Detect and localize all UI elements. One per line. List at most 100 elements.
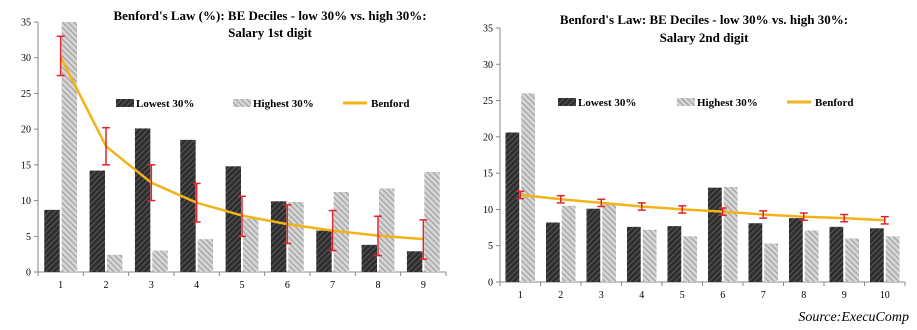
bar-lowest-30 bbox=[225, 166, 241, 272]
legend-swatch-lowest bbox=[116, 99, 134, 107]
chart-salary-2nd-digit: 0 5 10 15 20 25 30 35 1 2 3 4 5 6 7 8 9 10 Benford's Law: … bbox=[483, 12, 906, 301]
bar-lowest-30 bbox=[505, 132, 520, 282]
error-bar bbox=[102, 126, 110, 166]
bar-highest-30 bbox=[243, 218, 259, 272]
bar-lowest-30 bbox=[180, 139, 196, 272]
bar-lowest-30 bbox=[707, 187, 722, 282]
error-bar bbox=[283, 204, 292, 245]
x-tick-label: 8 bbox=[376, 280, 381, 291]
x-tick-label: 2 bbox=[558, 290, 563, 301]
legend-item: Highest 30% bbox=[677, 97, 758, 109]
error-bar bbox=[880, 215, 889, 225]
x-tick-label: 6 bbox=[720, 290, 725, 301]
x-tick-label: 7 bbox=[330, 280, 335, 291]
legend: Lowest 30% Highest 30% Benford bbox=[116, 98, 410, 110]
bar-lowest-30 bbox=[586, 208, 601, 282]
bar-lowest-30 bbox=[361, 244, 377, 272]
chart-title-line: Salary 1st digit bbox=[228, 25, 312, 40]
bar-highest-30 bbox=[288, 202, 304, 272]
y-tick-label: 20 bbox=[21, 125, 31, 136]
x-tick-label: 1 bbox=[58, 280, 63, 291]
bar-highest-30 bbox=[424, 172, 440, 272]
error-bar bbox=[238, 195, 246, 238]
x-tick-label: 2 bbox=[104, 280, 109, 291]
error-bar bbox=[678, 205, 687, 214]
y-tick-label: 5 bbox=[26, 232, 31, 243]
error-bar bbox=[718, 207, 727, 216]
bar-lowest-30 bbox=[869, 228, 884, 282]
x-tick-label: 4 bbox=[194, 280, 199, 291]
error-bar bbox=[516, 190, 525, 200]
bar-highest-30 bbox=[683, 236, 698, 282]
error-bar bbox=[374, 215, 382, 257]
bar-lowest-30 bbox=[406, 251, 423, 272]
error-bar bbox=[192, 182, 201, 223]
y-tick-label: 5 bbox=[488, 241, 493, 252]
chart-salary-1st-digit: 0 5 10 15 20 25 30 35 1 2 3 4 5 6 7 8 9 Benford's Law (%)… bbox=[21, 8, 447, 291]
x-tick-label: 5 bbox=[680, 290, 685, 301]
legend-item: Highest 30% bbox=[233, 98, 314, 110]
bar-highest-30 bbox=[107, 254, 123, 272]
chart-title-line: Benford's Law: BE Deciles - low 30% vs. … bbox=[560, 12, 848, 27]
legend-label: Benford bbox=[815, 97, 854, 109]
chart-title-line: Benford's Law (%): BE Deciles - low 30% … bbox=[113, 8, 426, 23]
bar-lowest-30 bbox=[44, 209, 60, 272]
legend-label: Benford bbox=[371, 98, 410, 110]
bar-highest-30 bbox=[804, 230, 819, 282]
y-tick-label: 10 bbox=[21, 196, 31, 207]
bar-highest-30 bbox=[379, 188, 395, 272]
bar-highest-30 bbox=[764, 243, 779, 282]
y-tick-label: 10 bbox=[483, 205, 493, 216]
y-tick-label: 35 bbox=[483, 24, 493, 35]
y-tick-label: 0 bbox=[26, 268, 31, 279]
legend-label: Highest 30% bbox=[697, 97, 758, 109]
error-bar bbox=[840, 213, 849, 223]
legend-label: Lowest 30% bbox=[578, 97, 636, 109]
bar-highest-30 bbox=[521, 93, 536, 282]
legend-item: Benford bbox=[343, 98, 410, 110]
y-tick-label: 35 bbox=[21, 18, 31, 29]
error-bar bbox=[637, 202, 646, 211]
bar-lowest-30 bbox=[626, 226, 641, 282]
x-tick-label: 8 bbox=[801, 290, 806, 301]
bar-highest-30 bbox=[561, 205, 576, 282]
bar-highest-30 bbox=[845, 238, 860, 282]
benford-line bbox=[520, 193, 885, 222]
error-bar bbox=[759, 210, 768, 219]
bar-highest-30 bbox=[723, 186, 738, 282]
error-bar bbox=[56, 35, 65, 77]
bar-lowest-30 bbox=[788, 218, 803, 282]
y-tick-label: 15 bbox=[21, 160, 31, 171]
x-tick-label: 10 bbox=[880, 290, 890, 301]
bar-highest-30 bbox=[642, 229, 657, 282]
legend-swatch-highest bbox=[233, 99, 251, 107]
legend: Lowest 30% Highest 30% Benford bbox=[558, 97, 854, 109]
y-tick-label: 25 bbox=[21, 89, 31, 100]
y-tick-label: 30 bbox=[21, 53, 31, 64]
error-bar bbox=[147, 164, 156, 202]
bar-highest-30 bbox=[885, 236, 900, 282]
chart-title-line: Salary 2nd digit bbox=[660, 30, 750, 45]
bar-lowest-30 bbox=[667, 226, 682, 282]
bar-highest-30 bbox=[197, 239, 214, 272]
x-tick-label: 5 bbox=[240, 280, 245, 291]
bar-lowest-30 bbox=[748, 223, 763, 282]
x-tick-label: 7 bbox=[761, 290, 766, 301]
error-bar bbox=[419, 219, 428, 260]
error-bar bbox=[597, 198, 606, 208]
x-tick-label: 3 bbox=[599, 290, 604, 301]
bar-lowest-30 bbox=[89, 170, 105, 272]
error-bar bbox=[556, 194, 565, 204]
bar-lowest-30 bbox=[270, 201, 287, 272]
legend-item: Benford bbox=[787, 97, 854, 109]
y-tick-label: 30 bbox=[483, 60, 493, 71]
error-bar bbox=[799, 212, 808, 222]
legend-label: Lowest 30% bbox=[136, 98, 194, 110]
legend-label: Highest 30% bbox=[253, 98, 314, 110]
x-tick-label: 1 bbox=[518, 290, 523, 301]
y-tick-label: 0 bbox=[488, 278, 493, 289]
y-tick-label: 25 bbox=[483, 96, 493, 107]
bar-highest-30 bbox=[602, 202, 617, 282]
x-tick-label: 9 bbox=[421, 280, 426, 291]
